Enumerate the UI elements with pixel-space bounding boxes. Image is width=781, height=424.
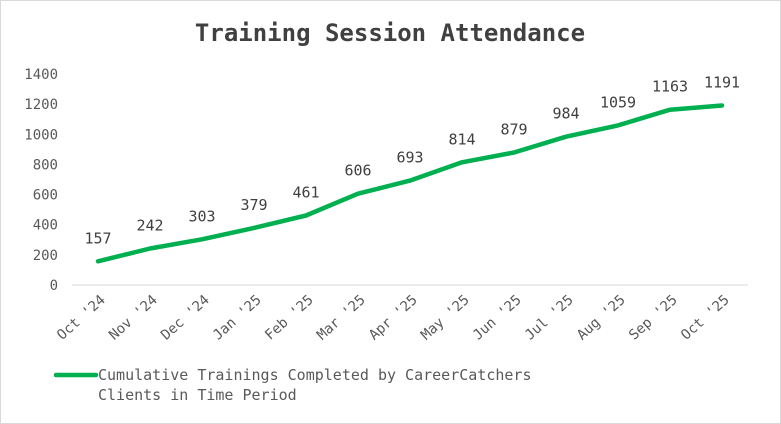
x-tick-label: Oct '25 <box>678 292 733 343</box>
data-label: 242 <box>136 217 163 235</box>
y-tick-label: 200 <box>33 248 58 264</box>
data-label: 879 <box>500 121 527 139</box>
y-tick-label: 0 <box>50 278 58 294</box>
x-tick-label: Nov '24 <box>106 292 161 343</box>
data-label: 814 <box>448 130 475 148</box>
data-label: 303 <box>188 207 215 225</box>
data-label: 379 <box>240 196 267 214</box>
y-tick-label: 1000 <box>24 127 58 143</box>
y-tick-label: 1200 <box>24 97 58 113</box>
y-axis: 0 200 400 600 800 1000 1200 1400 <box>24 67 58 294</box>
data-label: 461 <box>292 184 319 202</box>
x-tick-label: Mar '25 <box>314 292 369 343</box>
x-tick-label: Aug '25 <box>574 292 629 343</box>
x-tick-label: Dec '24 <box>158 292 213 343</box>
x-tick-label: Sep '25 <box>626 292 681 343</box>
y-tick-label: 800 <box>33 157 58 173</box>
x-tick-label: Oct '24 <box>54 292 109 343</box>
y-tick-label: 400 <box>33 218 58 234</box>
x-tick-label: Feb '25 <box>262 292 317 343</box>
legend-label: Cumulative Trainings Completed by Career… <box>98 366 531 404</box>
x-tick-label: Jul '25 <box>522 292 577 343</box>
data-label: 1163 <box>652 78 688 96</box>
data-label: 1191 <box>704 73 740 91</box>
data-label: 157 <box>84 229 111 247</box>
x-tick-label: Jan '25 <box>210 292 265 343</box>
x-tick-label: Jun '25 <box>470 292 525 343</box>
data-label: 606 <box>344 162 371 180</box>
chart-title: Training Session Attendance <box>195 19 585 47</box>
y-tick-label: 600 <box>33 188 58 204</box>
y-tick-label: 1400 <box>24 67 58 83</box>
x-tick-label: Apr '25 <box>366 292 421 343</box>
data-label: 984 <box>552 105 579 123</box>
data-label: 1059 <box>600 93 636 111</box>
series-line <box>95 103 725 264</box>
x-tick-label: May '25 <box>418 292 473 343</box>
data-labels: 157 242 303 379 461 606 693 814 879 984 1059 1163 11… <box>84 73 740 247</box>
legend: Cumulative Trainings Completed by Career… <box>53 366 531 404</box>
data-label: 693 <box>396 149 423 167</box>
